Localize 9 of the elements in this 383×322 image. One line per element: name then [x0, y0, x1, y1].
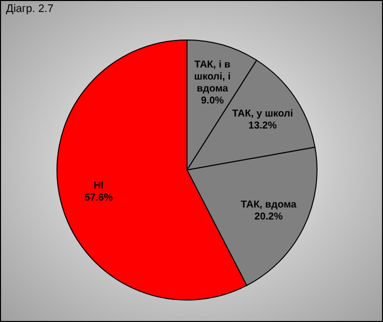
data-label: 9.0% [200, 95, 224, 106]
data-label: 57.6% [84, 192, 113, 204]
chart-title: Діагр. 2.7 [6, 3, 54, 15]
slice-label: ТАК, і в школі, і вдома [194, 59, 231, 94]
slice-label: ТАК, вдома [240, 198, 297, 210]
data-label: 13.2% [248, 120, 277, 131]
data-label: 20.2% [254, 210, 283, 222]
slice-label: ТАК, у школі [232, 108, 294, 119]
slice-label: НІ [94, 180, 104, 192]
